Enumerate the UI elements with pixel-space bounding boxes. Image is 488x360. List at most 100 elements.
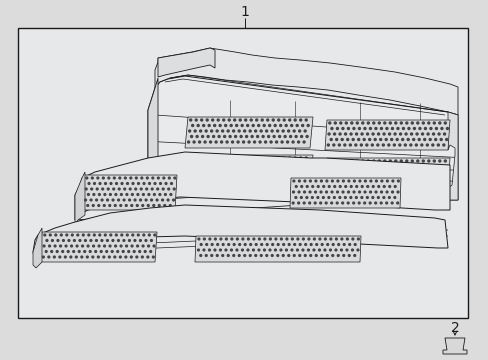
Circle shape [230, 125, 232, 126]
Circle shape [277, 119, 279, 121]
Circle shape [236, 249, 237, 251]
Circle shape [232, 130, 234, 132]
Circle shape [93, 234, 95, 236]
Circle shape [135, 188, 136, 190]
Circle shape [265, 255, 267, 256]
Circle shape [332, 144, 334, 146]
Circle shape [282, 255, 284, 256]
Circle shape [275, 179, 277, 181]
Circle shape [207, 174, 209, 175]
Circle shape [438, 122, 440, 124]
Polygon shape [33, 228, 42, 268]
Circle shape [390, 166, 393, 167]
Circle shape [107, 188, 109, 190]
Circle shape [427, 122, 429, 124]
Circle shape [299, 119, 301, 121]
Circle shape [442, 182, 444, 184]
Circle shape [314, 191, 316, 193]
Circle shape [335, 139, 337, 140]
Circle shape [286, 141, 288, 143]
Circle shape [335, 238, 337, 240]
Circle shape [350, 160, 352, 162]
Circle shape [305, 119, 306, 121]
Circle shape [205, 244, 207, 246]
Circle shape [377, 133, 379, 135]
Circle shape [256, 174, 258, 175]
Circle shape [284, 135, 285, 138]
Circle shape [364, 191, 365, 193]
Circle shape [404, 182, 406, 184]
Circle shape [296, 238, 298, 240]
Circle shape [400, 160, 402, 162]
Circle shape [296, 162, 298, 165]
Circle shape [309, 180, 311, 182]
Circle shape [299, 157, 301, 159]
Circle shape [336, 166, 338, 167]
Circle shape [277, 157, 279, 159]
Circle shape [106, 240, 108, 242]
Circle shape [198, 238, 200, 240]
Circle shape [153, 245, 155, 247]
Circle shape [416, 122, 418, 124]
Circle shape [318, 249, 320, 251]
Circle shape [317, 186, 319, 188]
Circle shape [278, 135, 280, 138]
Circle shape [401, 176, 403, 179]
Circle shape [210, 255, 212, 256]
Circle shape [366, 171, 368, 173]
Circle shape [217, 119, 219, 121]
Circle shape [120, 245, 122, 247]
Circle shape [137, 183, 139, 184]
Circle shape [282, 168, 284, 170]
Circle shape [353, 244, 355, 246]
Circle shape [200, 255, 201, 256]
Circle shape [289, 174, 291, 175]
Circle shape [354, 182, 356, 184]
Circle shape [409, 182, 411, 184]
Circle shape [346, 238, 347, 240]
Circle shape [262, 135, 264, 138]
Circle shape [444, 122, 446, 124]
Circle shape [313, 238, 315, 240]
Polygon shape [184, 155, 312, 188]
Circle shape [132, 183, 134, 184]
Circle shape [223, 135, 225, 138]
Circle shape [243, 168, 245, 170]
Circle shape [209, 179, 211, 181]
Circle shape [415, 171, 417, 173]
Circle shape [260, 244, 262, 246]
Circle shape [373, 176, 375, 179]
Circle shape [422, 160, 424, 162]
Circle shape [266, 244, 267, 246]
Circle shape [268, 162, 270, 165]
Circle shape [446, 127, 447, 130]
Circle shape [296, 125, 298, 126]
Circle shape [211, 119, 213, 121]
Circle shape [318, 238, 320, 240]
Circle shape [98, 204, 100, 206]
Circle shape [303, 191, 305, 193]
Circle shape [235, 125, 237, 126]
Circle shape [250, 119, 252, 121]
Circle shape [407, 127, 409, 130]
Circle shape [87, 204, 88, 206]
Circle shape [340, 238, 342, 240]
Circle shape [426, 144, 427, 146]
Circle shape [327, 197, 329, 198]
Circle shape [135, 177, 137, 179]
Circle shape [203, 141, 205, 143]
Circle shape [375, 180, 377, 182]
Circle shape [231, 141, 233, 143]
Circle shape [388, 186, 390, 188]
Circle shape [355, 186, 357, 188]
Circle shape [123, 188, 125, 190]
Circle shape [336, 180, 338, 182]
Circle shape [338, 171, 340, 173]
Circle shape [250, 157, 252, 159]
Circle shape [197, 125, 199, 126]
Circle shape [311, 186, 313, 188]
Circle shape [368, 139, 370, 140]
Circle shape [49, 245, 50, 247]
Circle shape [274, 162, 276, 165]
Circle shape [221, 130, 223, 132]
